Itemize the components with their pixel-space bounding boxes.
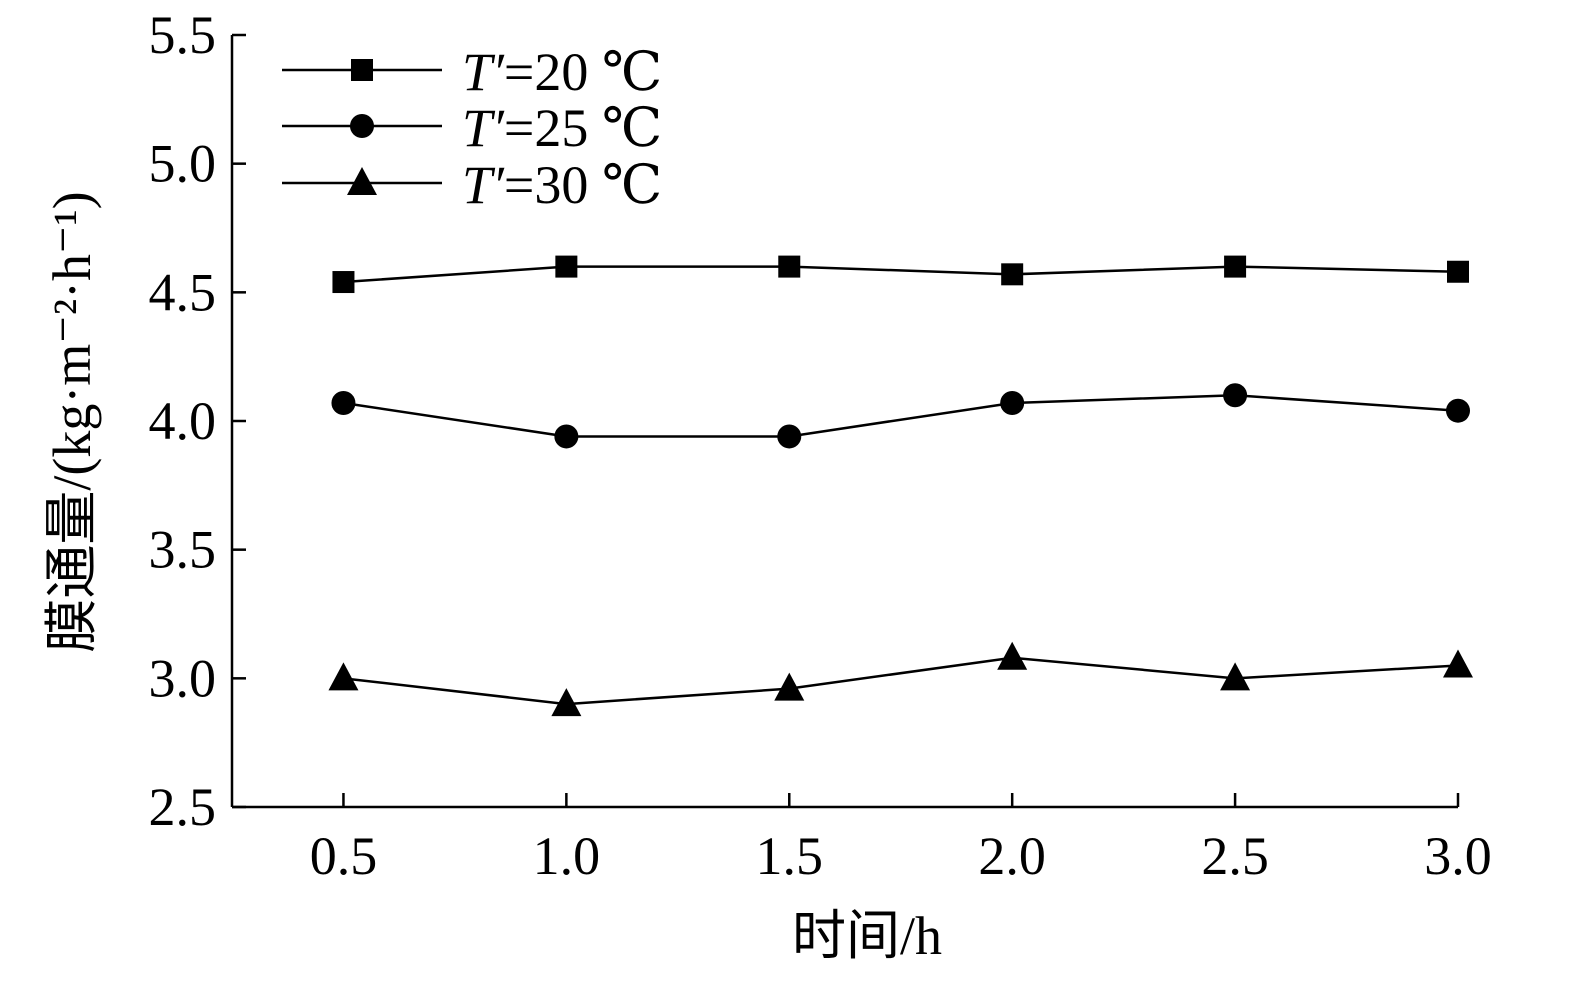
data-point-square [1447, 260, 1469, 283]
data-point-triangle [1220, 662, 1251, 691]
y-tick-label: 3.5 [149, 520, 217, 580]
data-point-square [555, 255, 578, 278]
x-tick-label: 2.5 [1201, 826, 1269, 886]
series-layer [328, 255, 1473, 717]
series-line [343, 394, 1459, 438]
x-axis-title: 时间/h [792, 906, 942, 966]
data-point-circle [1000, 390, 1025, 415]
series-line [343, 265, 1459, 284]
y-tick-label: 3.0 [149, 648, 217, 708]
data-point-triangle [774, 672, 805, 701]
y-tick-label: 5.0 [149, 134, 217, 194]
x-tick-label: 2.0 [978, 826, 1046, 886]
data-point-square [332, 271, 355, 294]
data-point-triangle [328, 662, 359, 691]
series-line [343, 656, 1459, 706]
y-axis-title: 膜通量/(kg·m⁻²·h⁻¹) [42, 191, 102, 652]
legend-value: =30 ℃ [504, 155, 662, 215]
legend-marker-circle [350, 114, 374, 138]
legend-value: =20 ℃ [504, 42, 662, 102]
legend-label: T′=25 ℃ [462, 98, 662, 158]
legend-item-3: T′=30 ℃ [282, 155, 662, 215]
legend-variable: T′ [462, 98, 505, 158]
y-tick-label: 2.5 [149, 777, 217, 837]
y-tick-label: 5.5 [149, 5, 217, 65]
data-point-circle [1223, 383, 1248, 408]
data-point-triangle [1443, 649, 1473, 678]
legend: T′=20 ℃T′=25 ℃T′=30 ℃ [282, 42, 662, 215]
legend-variable: T′ [462, 155, 505, 215]
legend-label: T′=30 ℃ [462, 155, 662, 215]
data-point-square [1224, 255, 1247, 278]
y-tick-label: 4.0 [149, 391, 217, 451]
series-2 [331, 383, 1470, 449]
data-point-triangle [551, 688, 582, 717]
legend-item-2: T′=25 ℃ [282, 98, 662, 158]
data-point-circle [554, 424, 579, 449]
legend-variable: T′ [462, 42, 505, 102]
data-point-circle [777, 424, 802, 449]
data-point-circle [1446, 398, 1470, 423]
data-point-square [1001, 263, 1024, 286]
y-tick-label: 4.5 [149, 262, 217, 322]
x-tick-label: 1.0 [533, 826, 601, 886]
legend-label: T′=20 ℃ [462, 42, 662, 102]
legend-item-1: T′=20 ℃ [282, 42, 662, 102]
x-tick-label: 0.5 [310, 826, 378, 886]
axes: 2.5 3.0 3.5 4.0 4.5 5.0 5.5 0.5 1.0 1.5 2.0 2.5 3.0 [149, 5, 1492, 886]
legend-marker-triangle [347, 167, 377, 195]
data-point-circle [331, 390, 356, 415]
data-point-triangle [997, 641, 1028, 670]
x-tick-label: 3.0 [1424, 826, 1492, 886]
data-point-square [778, 255, 801, 278]
series-1 [332, 255, 1469, 294]
legend-value: =25 ℃ [504, 98, 662, 158]
x-tick-label: 1.5 [756, 826, 824, 886]
series-3 [328, 641, 1473, 717]
legend-marker-square [351, 59, 373, 81]
